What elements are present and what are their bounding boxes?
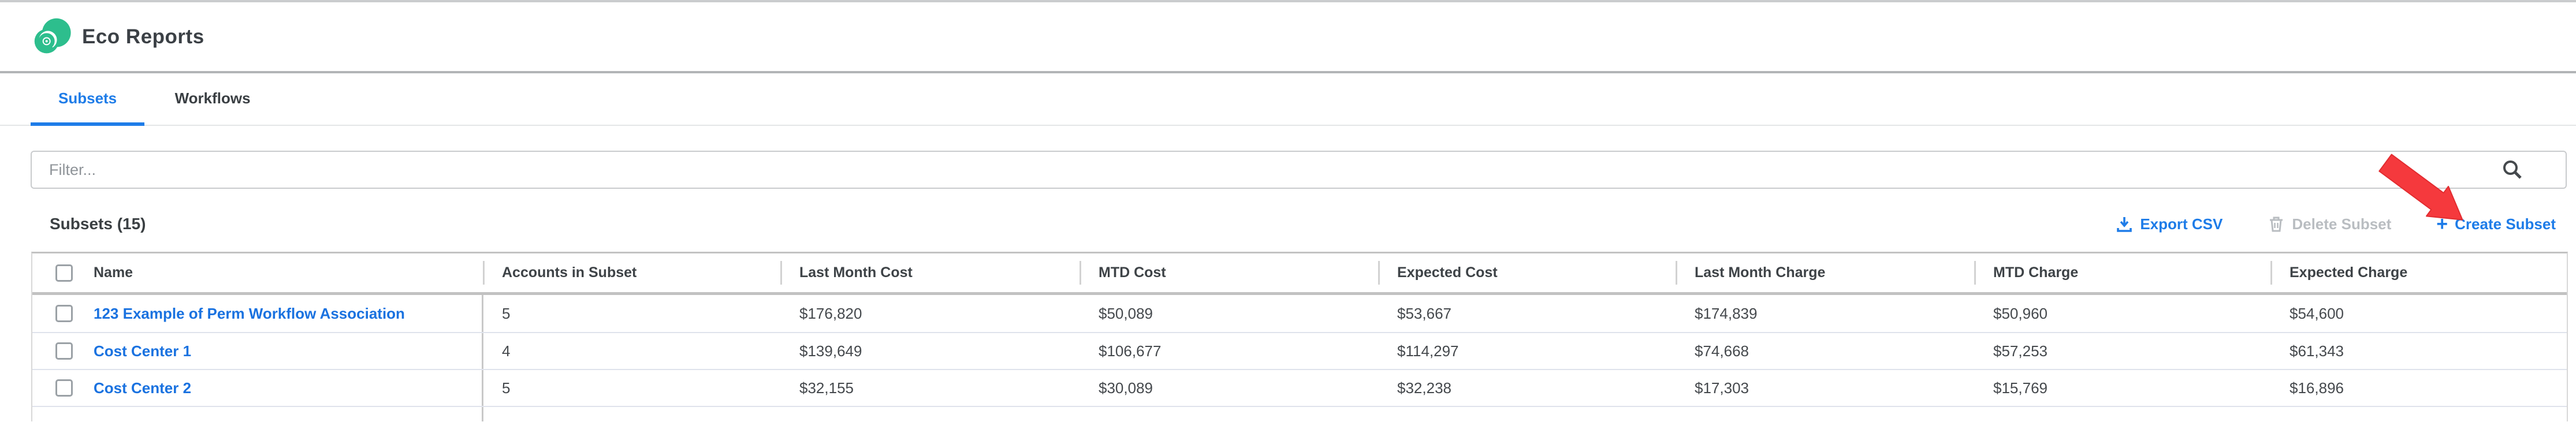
mtd-cost-cell: $50,089	[1099, 304, 1153, 322]
export-csv-label: Export CSV	[2140, 215, 2223, 233]
table-row: Cost Center 2 5 $32,155 $30,089 $32,238 …	[32, 369, 2567, 406]
column-header-expected-cost[interactable]: Expected Cost	[1378, 253, 1676, 292]
column-header-expected-charge[interactable]: Expected Charge	[2270, 253, 2567, 292]
expected-cost-cell: $53,667	[1397, 304, 1451, 322]
expected-cost-cell: $32,238	[1397, 379, 1451, 397]
mtd-charge-cell: $15,769	[1993, 379, 2048, 397]
table-header-row: Name Accounts in Subset Last Month Cost …	[32, 253, 2567, 295]
last-month-charge-cell: $17,303	[1695, 379, 1749, 397]
table-row-cutoff	[32, 406, 2567, 421]
subset-name-link[interactable]: Cost Center 2	[94, 379, 192, 397]
download-icon	[2117, 217, 2132, 232]
column-header-mtd-cost[interactable]: MTD Cost	[1079, 253, 1379, 292]
column-header-last-month-charge[interactable]: Last Month Charge	[1676, 253, 1975, 292]
row-checkbox[interactable]	[55, 305, 73, 322]
column-header-mtd-charge[interactable]: MTD Charge	[1974, 253, 2271, 292]
select-all-checkbox[interactable]	[55, 264, 73, 282]
toolbar-actions: Export CSV Delete Subset + Create Subset	[2116, 214, 2556, 234]
last-month-charge-cell: $174,839	[1695, 304, 1758, 322]
last-month-charge-cell: $74,668	[1695, 342, 1749, 360]
page-title: Eco Reports	[82, 25, 204, 48]
tab-subsets[interactable]: Subsets	[31, 73, 145, 126]
header-cell-name: Name	[32, 253, 483, 292]
row-checkbox[interactable]	[55, 342, 73, 360]
expected-charge-cell: $16,896	[2290, 379, 2344, 397]
row-checkbox[interactable]	[55, 379, 73, 397]
row-name-cell	[32, 407, 483, 421]
table-row: 123 Example of Perm Workflow Association…	[32, 295, 2567, 332]
list-toolbar: Subsets (15) Export CSV Delete Subset + …	[31, 214, 2556, 234]
create-subset-label: Create Subset	[2455, 215, 2556, 233]
subset-name-link[interactable]: Cost Center 1	[94, 342, 192, 360]
column-header-name[interactable]: Name	[94, 264, 133, 281]
expected-cost-cell: $114,297	[1397, 342, 1459, 360]
export-csv-button[interactable]: Export CSV	[2116, 215, 2223, 233]
filter-input[interactable]	[31, 151, 2567, 189]
row-name-cell: Cost Center 2	[32, 370, 483, 406]
eco-swirl-logo-icon	[34, 18, 71, 53]
tab-workflows[interactable]: Workflows	[174, 89, 251, 107]
window-top-edge	[0, 0, 2576, 2]
table-row: Cost Center 1 4 $139,649 $106,677 $114,2…	[32, 332, 2567, 369]
create-subset-button[interactable]: + Create Subset	[2436, 214, 2556, 234]
search-icon[interactable]	[2501, 159, 2523, 181]
tab-bar: Subsets Workflows	[0, 73, 2576, 126]
mtd-charge-cell: $57,253	[1993, 342, 2048, 360]
delete-subset-label: Delete Subset	[2292, 215, 2392, 233]
expected-charge-cell: $54,600	[2290, 304, 2344, 322]
app-header: Eco Reports	[0, 2, 2576, 73]
plus-icon: +	[2436, 213, 2448, 235]
last-month-cost-cell: $176,820	[799, 304, 862, 322]
subset-name-link[interactable]: 123 Example of Perm Workflow Association	[94, 304, 405, 322]
mtd-cost-cell: $30,089	[1099, 379, 1153, 397]
trash-icon	[2270, 216, 2283, 232]
column-header-accounts[interactable]: Accounts in Subset	[483, 253, 781, 292]
delete-subset-button[interactable]: Delete Subset	[2268, 215, 2391, 233]
last-month-cost-cell: $32,155	[799, 379, 854, 397]
last-month-cost-cell: $139,649	[799, 342, 862, 360]
accounts-cell: 4	[502, 342, 511, 360]
row-name-cell: 123 Example of Perm Workflow Association	[32, 295, 483, 332]
mtd-charge-cell: $50,960	[1993, 304, 2048, 322]
column-header-last-month-cost[interactable]: Last Month Cost	[780, 253, 1080, 292]
accounts-cell: 5	[502, 304, 511, 322]
expected-charge-cell: $61,343	[2290, 342, 2344, 360]
row-name-cell: Cost Center 1	[32, 333, 483, 369]
subsets-count-heading: Subsets (15)	[50, 215, 146, 233]
subsets-table: Name Accounts in Subset Last Month Cost …	[31, 252, 2568, 421]
accounts-cell: 5	[502, 379, 511, 397]
mtd-cost-cell: $106,677	[1099, 342, 1162, 360]
filter-bar	[31, 151, 2567, 189]
